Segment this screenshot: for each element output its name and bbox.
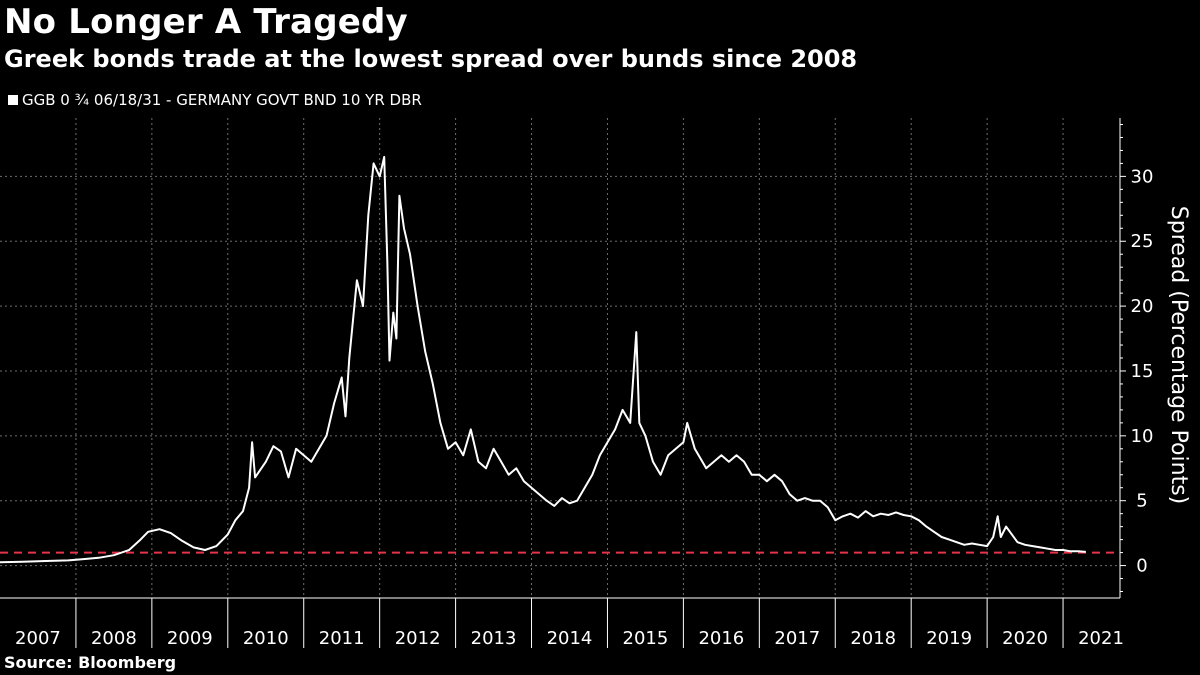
y-tick-label-5: 5: [1136, 491, 1147, 512]
x-tick-label-2021: 2021: [1078, 628, 1124, 649]
y-tick-label-0: 0: [1136, 556, 1147, 577]
x-tick-label-2019: 2019: [926, 628, 972, 649]
y-tick-label-15: 15: [1131, 361, 1154, 382]
x-tick-label-2009: 2009: [167, 628, 213, 649]
series-line-0: [0, 155, 1086, 564]
y-tick-label-10: 10: [1131, 426, 1154, 447]
source-note: Source: Bloomberg: [4, 653, 177, 672]
y-axis-label: Spread (Percentage Points): [1166, 206, 1191, 504]
x-tick-label-2016: 2016: [698, 628, 744, 649]
y-tick-label-30: 30: [1131, 166, 1154, 187]
x-tick-label-2011: 2011: [319, 628, 365, 649]
legend-swatch: [8, 95, 18, 105]
x-tick-label-2017: 2017: [774, 628, 820, 649]
legend-label: GGB 0 ¾ 06/18/31 - GERMANY GOVT BND 10 Y…: [22, 91, 422, 109]
x-tick-label-2014: 2014: [547, 628, 593, 649]
x-tick-label-2015: 2015: [623, 628, 669, 649]
y-tick-label-20: 20: [1131, 296, 1154, 317]
legend: GGB 0 ¾ 06/18/31 - GERMANY GOVT BND 10 Y…: [8, 91, 422, 109]
x-tick-label-2010: 2010: [243, 628, 289, 649]
x-tick-label-2013: 2013: [471, 628, 517, 649]
chart-subtitle: Greek bonds trade at the lowest spread o…: [4, 45, 858, 73]
x-tick-label-2007: 2007: [15, 628, 61, 649]
x-tick-label-2008: 2008: [91, 628, 137, 649]
chart-title: No Longer A Tragedy: [4, 2, 408, 42]
x-tick-label-2018: 2018: [850, 628, 896, 649]
y-tick-label-25: 25: [1131, 231, 1154, 252]
x-tick-label-2020: 2020: [1002, 628, 1048, 649]
x-tick-label-2012: 2012: [395, 628, 441, 649]
